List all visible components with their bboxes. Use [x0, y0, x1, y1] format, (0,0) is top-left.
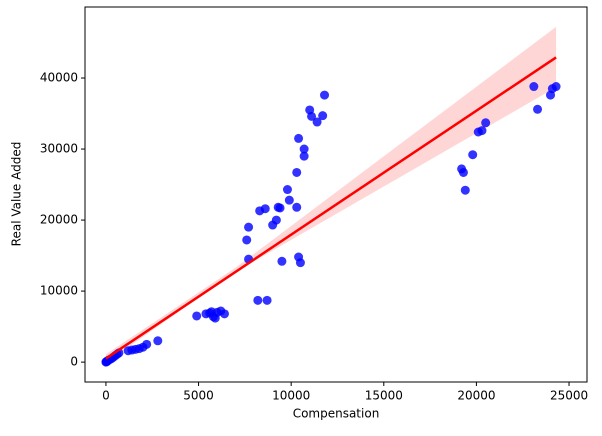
point — [260, 204, 270, 214]
point — [242, 235, 252, 245]
x-tick-label: 15000 — [365, 389, 403, 403]
point — [295, 258, 305, 268]
point — [284, 195, 294, 205]
x-axis-label: Compensation — [293, 407, 380, 421]
point — [312, 117, 322, 127]
point — [292, 202, 302, 212]
point — [292, 167, 302, 177]
point — [318, 111, 328, 121]
point — [253, 295, 263, 305]
point — [192, 311, 202, 321]
point — [529, 82, 539, 92]
point — [262, 295, 272, 305]
x-tick-label: 20000 — [457, 389, 495, 403]
point — [271, 215, 281, 225]
point — [294, 133, 304, 143]
x-tick-label: 0 — [102, 389, 110, 403]
point — [481, 118, 491, 128]
point — [299, 144, 309, 154]
point — [477, 126, 487, 136]
point — [299, 151, 309, 161]
point — [551, 82, 561, 92]
y-tick-label: 30000 — [40, 142, 78, 156]
point — [468, 150, 478, 160]
y-axis-label: Real Value Added — [10, 142, 24, 247]
point — [533, 104, 543, 114]
point — [219, 309, 229, 319]
y-tick-label: 40000 — [40, 71, 78, 85]
plot-frame — [84, 6, 588, 383]
point — [153, 336, 163, 346]
point — [277, 256, 287, 266]
y-tick-label: 10000 — [40, 284, 78, 298]
point — [307, 111, 317, 121]
y-tick-label: 0 — [70, 355, 78, 369]
x-tick-label: 10000 — [272, 389, 310, 403]
y-tick-label: 20000 — [40, 213, 78, 227]
regression-line — [105, 56, 557, 360]
point — [282, 185, 292, 195]
x-tick-label: 5000 — [183, 389, 214, 403]
point — [275, 203, 285, 213]
point — [460, 185, 470, 195]
point — [142, 339, 152, 349]
x-tick-label: 25000 — [550, 389, 588, 403]
point — [458, 167, 468, 177]
point — [320, 90, 330, 100]
point — [207, 307, 217, 317]
point — [244, 222, 254, 232]
